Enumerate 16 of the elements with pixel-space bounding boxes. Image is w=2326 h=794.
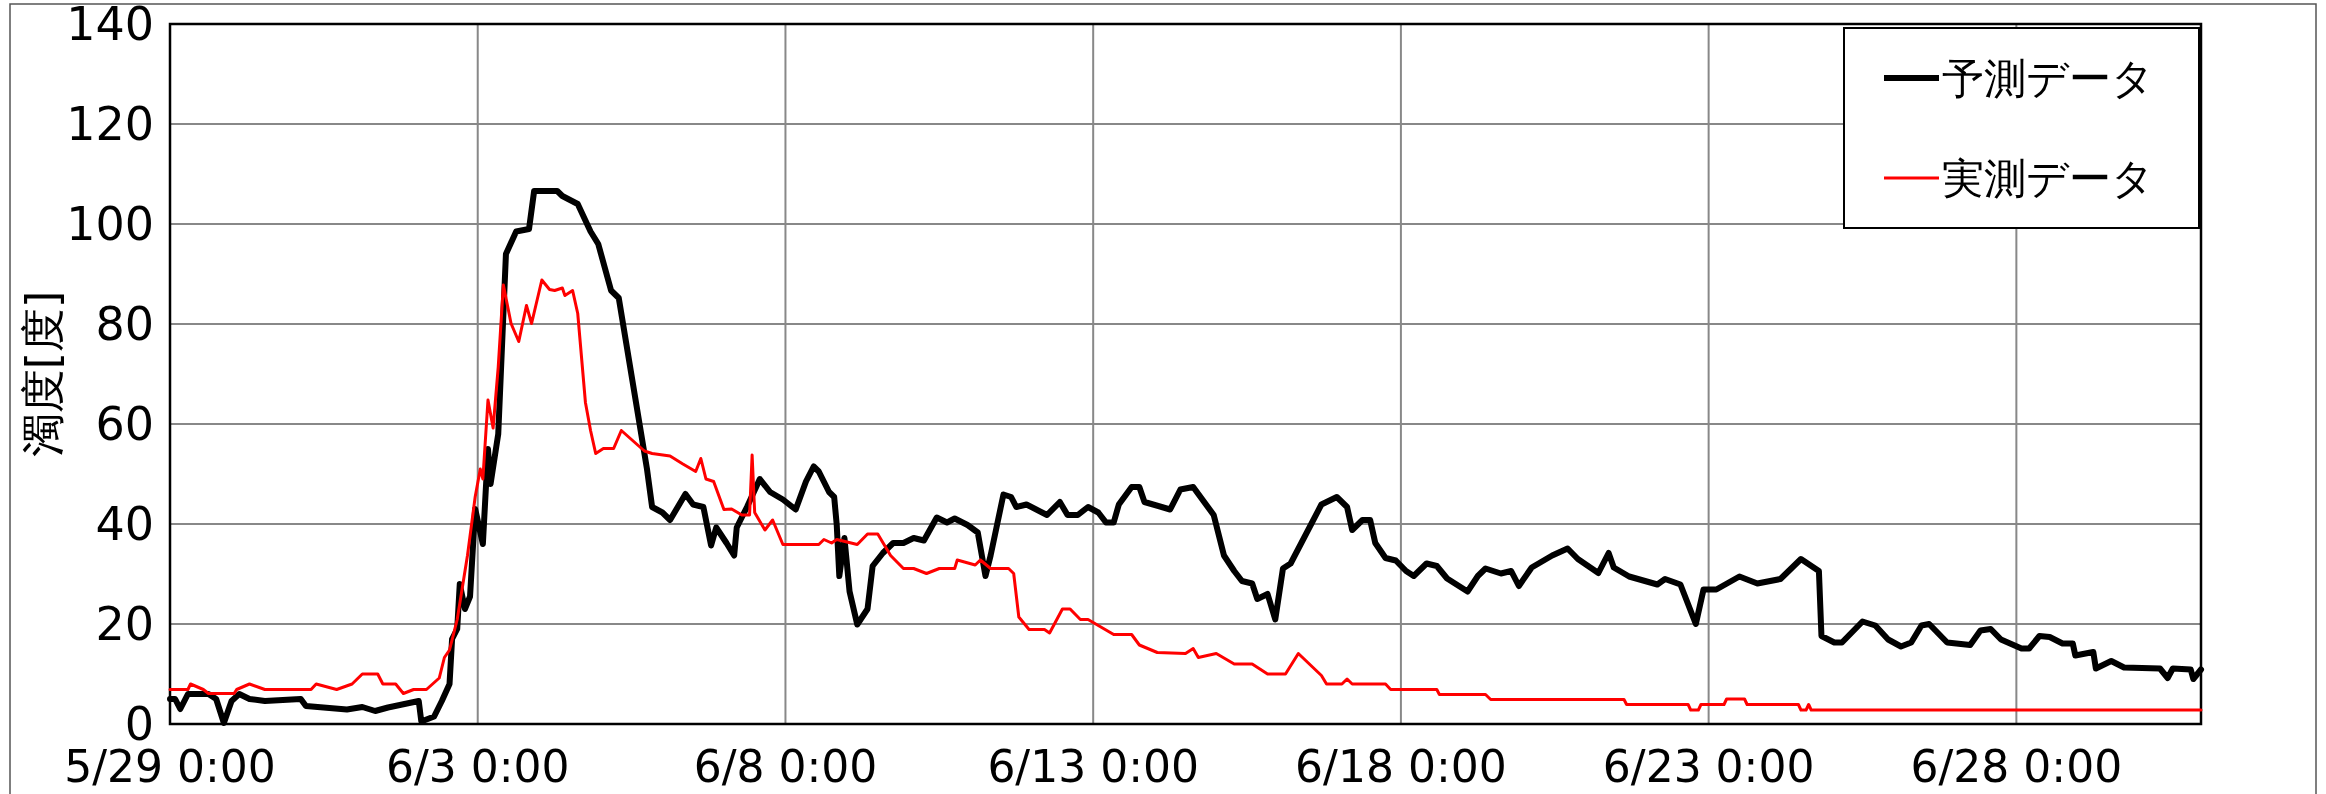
y-tick-label: 40 (95, 497, 154, 551)
legend-label: 実測データ (1942, 154, 2154, 203)
x-tick-label: 6/28 0:00 (1910, 741, 2123, 792)
y-tick-label: 140 (66, 0, 154, 51)
y-axis-title: 濁度[度] (17, 290, 68, 458)
y-tick-label: 60 (95, 397, 154, 451)
y-tick-label: 80 (95, 297, 154, 351)
x-tick-label: 6/13 0:00 (987, 741, 1199, 792)
x-tick-label: 6/23 0:00 (1602, 741, 1815, 792)
x-tick-label: 6/3 0:00 (385, 741, 570, 792)
y-tick-label: 20 (95, 597, 154, 651)
y-tick-label: 100 (66, 197, 154, 251)
y-tick-label: 120 (66, 97, 154, 151)
legend-label: 予測データ (1942, 54, 2154, 103)
x-tick-label: 6/8 0:00 (693, 741, 878, 792)
x-tick-label: 6/18 0:00 (1295, 741, 1507, 792)
